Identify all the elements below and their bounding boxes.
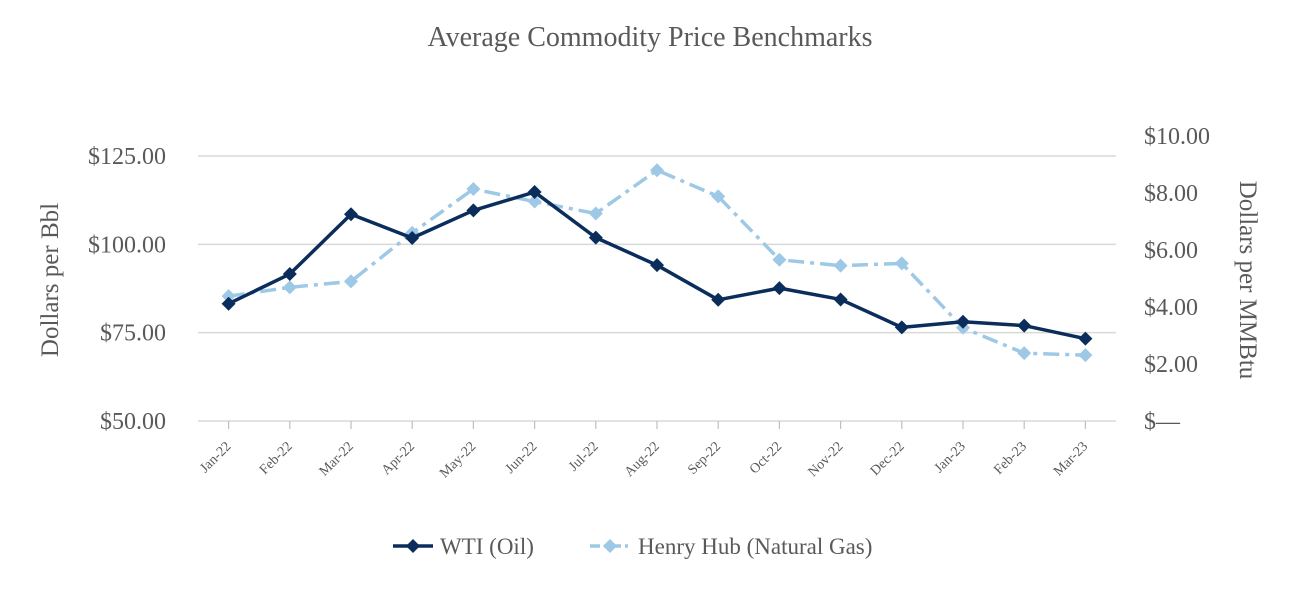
y-left-tick-label: $50.00 [100, 409, 166, 435]
y-left-tick-label: $100.00 [88, 232, 166, 258]
x-tick-label: Feb-22 [257, 439, 296, 478]
y-left-tick-label: $125.00 [88, 144, 166, 170]
wti-point [527, 185, 542, 200]
y-right-tick-label: $6.00 [1144, 238, 1198, 264]
henry-hub-point [833, 258, 848, 273]
legend-henry-hub-marker [603, 539, 617, 553]
x-tick-label: Aug-22 [622, 439, 663, 480]
x-tick-label: Mar-23 [1051, 439, 1091, 479]
x-tick-label: Jun-22 [503, 439, 541, 477]
y-right-tick-label: $10.00 [1144, 124, 1210, 150]
wti-point [344, 207, 358, 222]
legend-henry-hub-label: Henry Hub (Natural Gas) [638, 534, 872, 559]
wti-point [956, 314, 970, 329]
henry-hub-point [221, 289, 236, 304]
henry-hub-point [588, 206, 603, 221]
x-tick-label: Dec-22 [868, 439, 908, 479]
x-tick-label: Feb-23 [991, 439, 1030, 478]
henry-hub-point [650, 163, 664, 178]
x-tick-label: Mar-22 [317, 439, 357, 479]
y-left-tick-label: $75.00 [100, 321, 166, 347]
henry-hub-point [1078, 348, 1093, 363]
henry-hub-point [344, 274, 358, 289]
legend-wti-marker [406, 539, 420, 553]
y-right-tick-label: $4.00 [1144, 295, 1198, 321]
x-tick-label: Oct-22 [747, 439, 785, 477]
wti-point [221, 296, 236, 311]
legend: WTI (Oil) Henry Hub (Natural Gas) [393, 534, 872, 559]
x-tick-label: Jul-22 [566, 439, 601, 474]
x-tick-label: Jan-22 [197, 439, 234, 476]
henry-hub-line [228, 168, 1086, 357]
x-tick-label: Jan-23 [932, 439, 969, 476]
y-right-tick-label: $— [1144, 409, 1181, 435]
henry-hub-point [711, 189, 726, 204]
y-right-axis-title: Dollars per MMBtu [1234, 181, 1261, 380]
wti-point [772, 281, 787, 296]
wti-point [894, 320, 909, 335]
gridlines [198, 155, 1116, 334]
wti-point [833, 292, 848, 307]
x-tick-label: Nov-22 [806, 439, 847, 480]
legend-wti-label: WTI (Oil) [440, 534, 534, 559]
henry-hub-point [772, 252, 787, 267]
henry-hub-point [894, 256, 909, 271]
henry-hub-point [466, 182, 481, 197]
wti-point [405, 230, 420, 245]
henry-hub-point [282, 280, 297, 295]
wti-point [588, 230, 603, 245]
wti-point [711, 292, 726, 307]
wti-point [1017, 318, 1032, 333]
wti-point [282, 267, 297, 282]
x-tick-label: Sep-22 [685, 439, 724, 478]
y-right-tick-label: $8.00 [1144, 181, 1198, 207]
x-tick-label: May-22 [437, 439, 479, 481]
axes: Jan-22 Feb-22 Mar-22 Apr-22 May-22 Jun-22 Jul-… [37, 124, 1261, 481]
y-left-axis-title: Dollars per Bbl [37, 203, 64, 357]
wti-point [1078, 331, 1093, 346]
series-layer [221, 163, 1093, 363]
chart-title: Average Commodity Price Benchmarks [427, 22, 873, 53]
x-tick-label: Apr-22 [379, 439, 418, 478]
y-right-tick-label: $2.00 [1144, 352, 1198, 378]
wti-point [466, 203, 481, 218]
henry-hub-point [1017, 346, 1032, 361]
wti-point [650, 258, 664, 273]
henry-hub-point [527, 194, 542, 209]
